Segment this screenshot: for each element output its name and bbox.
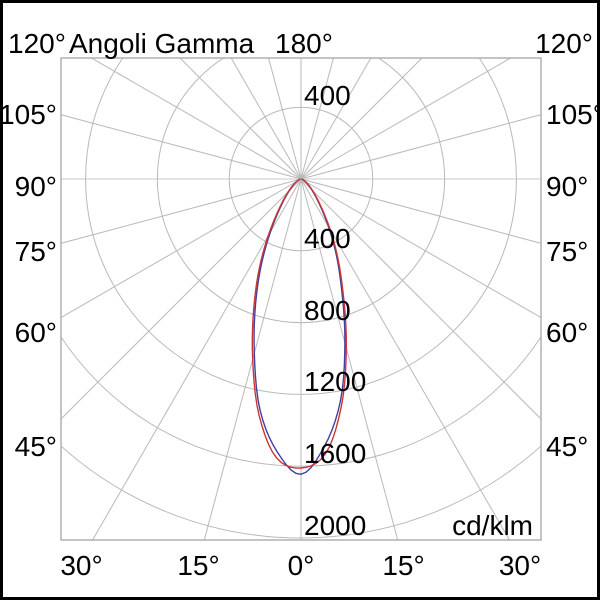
angle-label-left: 105° <box>0 99 57 130</box>
radial-label: 800 <box>304 295 351 326</box>
angle-label-right: 75° <box>546 236 588 267</box>
angle-label-right: 90° <box>546 171 588 202</box>
grid-ray-icon <box>268 58 302 180</box>
grid-ray-icon <box>300 58 334 180</box>
grid-ray-icon <box>230 58 302 180</box>
grid-ray-icon <box>300 178 399 540</box>
grid-ray-icon <box>300 178 541 420</box>
grid-ray-icon <box>61 178 302 420</box>
grid-circle-400 <box>228 106 374 252</box>
angle-label-left: 60° <box>15 317 57 348</box>
radial-label: 2000 <box>304 510 366 541</box>
grid-ray-icon <box>300 58 372 180</box>
grid-ray-icon <box>203 178 302 540</box>
grid-ray-icon <box>300 114 541 180</box>
curves <box>251 178 348 476</box>
angle-label-left: 90° <box>15 171 57 202</box>
red-curve <box>251 178 348 469</box>
grid-ray-icon <box>61 114 302 180</box>
angle-label-right: 105° <box>546 99 600 130</box>
angle-label-top-left: 120° <box>8 28 66 59</box>
grid-circle-2000 <box>61 445 541 539</box>
radial-label-top: 400 <box>304 80 351 111</box>
grid-circle-1200 <box>85 58 517 395</box>
radial-label: 400 <box>304 223 351 254</box>
radial-label: 1200 <box>304 366 366 397</box>
grid-ray-icon <box>300 178 541 244</box>
grid-ray-icon <box>91 178 302 540</box>
grid-circle-1600 <box>61 335 541 467</box>
grid-ray-icon <box>300 58 423 180</box>
grid-circle-800 <box>156 58 446 324</box>
angle-label-right: 60° <box>546 317 588 348</box>
angle-label-bottom: 15° <box>382 550 424 581</box>
grid-ray-icon <box>61 178 302 319</box>
angle-label-right: 45° <box>546 431 588 462</box>
angle-label-top-right: 120° <box>535 28 593 59</box>
grid-ray-icon <box>300 178 511 540</box>
angle-label-top-center: 180° <box>275 28 333 59</box>
grid-ray-icon <box>61 178 302 244</box>
angle-label-left: 75° <box>15 236 57 267</box>
grid-ray-icon <box>90 58 302 180</box>
labels: 120° Angoli Gamma 180° 120°105°90°75°60°45°… <box>0 28 600 581</box>
angle-label-bottom: 15° <box>177 550 219 581</box>
angle-label-bottom: 30° <box>60 550 102 581</box>
radial-label: 1600 <box>304 438 366 469</box>
angle-label-left: 45° <box>15 431 57 462</box>
grid-ray-icon <box>179 58 302 180</box>
plot-border <box>60 57 542 541</box>
chart-title: Angoli Gamma <box>69 28 255 59</box>
angle-label-bottom: 0° <box>288 550 315 581</box>
grid-ray-icon <box>300 178 541 319</box>
grid-ray-icon <box>300 58 512 180</box>
angle-label-bottom: 30° <box>499 550 541 581</box>
unit-label: cd/klm <box>452 510 533 541</box>
